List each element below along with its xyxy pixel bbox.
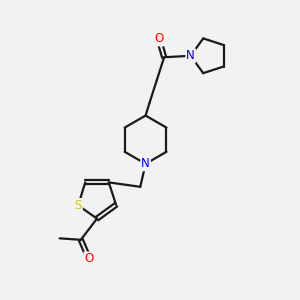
Text: S: S: [74, 199, 82, 212]
Text: N: N: [141, 157, 150, 170]
Text: N: N: [186, 49, 195, 62]
Text: O: O: [84, 252, 94, 266]
Text: O: O: [154, 32, 164, 46]
